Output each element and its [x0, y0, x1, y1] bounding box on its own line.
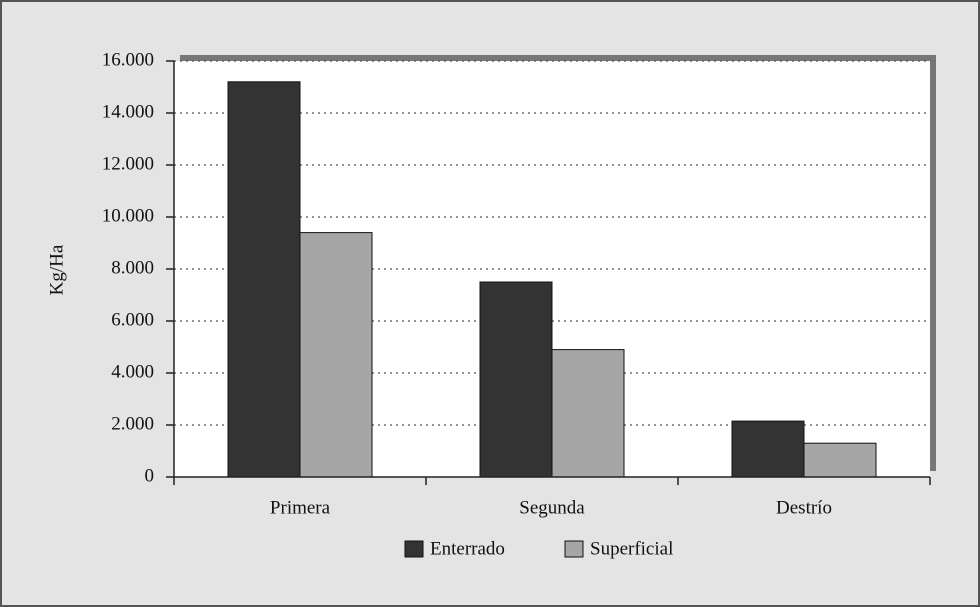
y-tick-label: 6.000	[111, 309, 154, 330]
bar	[479, 281, 553, 478]
legend-label: Superficial	[590, 538, 673, 559]
y-tick-label: 16.000	[102, 49, 154, 70]
legend-swatch	[564, 540, 584, 558]
y-tick-label: 0	[145, 465, 155, 486]
y-tick-label: 12.000	[102, 153, 154, 174]
bar	[803, 442, 877, 478]
bar	[731, 420, 805, 478]
x-tick-label: Primera	[270, 497, 331, 518]
bar	[227, 81, 301, 478]
bar	[551, 349, 625, 478]
y-axis-label: Kg/Ha	[46, 244, 67, 295]
x-tick-label: Destrío	[776, 497, 832, 518]
y-tick-label: 4.000	[111, 361, 154, 382]
legend-swatch	[404, 540, 424, 558]
y-tick-label: 2.000	[111, 413, 154, 434]
y-tick-label: 8.000	[111, 257, 154, 278]
legend-label: Enterrado	[430, 538, 505, 559]
y-tick-label: 14.000	[102, 101, 154, 122]
x-tick-label: Segunda	[519, 497, 585, 518]
bar	[299, 232, 373, 478]
y-tick-label: 10.000	[102, 205, 154, 226]
